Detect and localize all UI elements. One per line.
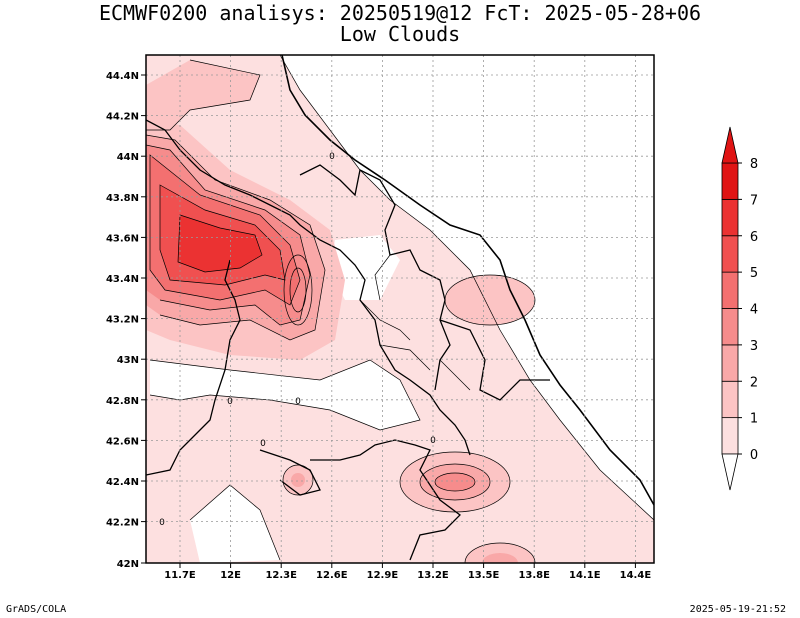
colorbar-swatch: [721, 344, 739, 382]
colorbar-tick-label: 2: [750, 375, 758, 390]
contour-line: [464, 542, 536, 563]
lon-tick-label: 12.6E: [316, 570, 348, 581]
colorbar-swatch: [721, 198, 739, 237]
fill-level-2-adriatic: [445, 275, 535, 325]
colorbar-min-arrow: [721, 453, 739, 491]
region-border: [146, 259, 241, 476]
lat-tick-label: 42.2N: [106, 518, 139, 529]
contour-label: 0: [260, 439, 266, 449]
contour-label: 0: [329, 152, 335, 162]
contour-line: [177, 214, 263, 273]
plot-frame: [145, 54, 655, 564]
cloud-fill-layer: [146, 55, 654, 563]
fill-level-4-south-east: [435, 473, 475, 491]
region-border: [310, 439, 461, 561]
fill-level-7-west: [178, 215, 262, 272]
lat-tick-label: 43.8N: [106, 193, 139, 204]
contour-line: [279, 55, 654, 521]
fill-level-0-east-sea: [280, 55, 654, 520]
colorbar-swatch: [721, 271, 739, 309]
lat-tick-label: 43.4N: [106, 274, 139, 285]
lon-tick-label: 12E: [220, 570, 241, 581]
fill-level-3-south-central: [291, 473, 305, 487]
footer-timestamp: 2025-05-19-21:52: [689, 604, 786, 615]
colorbar-tick-label: 1: [750, 412, 758, 427]
colorbar-tick-label: 4: [750, 303, 758, 318]
contour-line: [146, 59, 261, 131]
chart-subtitle: Low Clouds: [339, 22, 461, 46]
contour-line: [149, 154, 301, 306]
colorbar-tick-label: 0: [750, 448, 758, 463]
fill-level-0-central: [150, 360, 420, 430]
lon-tick-label: 13.2E: [417, 570, 449, 581]
contour-line: [146, 134, 326, 341]
colorbar-swatch: [721, 417, 739, 455]
colorbar-tick-label: 8: [750, 157, 758, 172]
latitude-axis: 44.4N 44.2N 44N 43.8N 43.6N 43.4N 43.2N 43N 42.8…: [106, 71, 146, 570]
fill-level-3-south-corner: [482, 553, 518, 563]
colorbar-swatch: [721, 380, 739, 419]
fill-level-2-northwest: [146, 60, 260, 130]
contour-label: 0: [227, 397, 233, 407]
lat-tick-label: 43N: [117, 355, 139, 366]
lat-tick-label: 42.8N: [106, 396, 139, 407]
colorbar-max-arrow: [721, 126, 739, 164]
contour-label-layer: 0 0 0 0 0 0: [159, 152, 436, 528]
longitude-axis: 11.7E 12E 12.3E 12.6E 12.9E 13.2E 13.5E 13.8E 14…: [164, 563, 651, 581]
contour-label: 0: [430, 436, 436, 446]
contour-line: [146, 144, 311, 326]
contour-line: [289, 267, 307, 313]
lon-tick-label: 12.3E: [265, 570, 297, 581]
contour-label: 0: [159, 518, 165, 528]
lat-tick-label: 42.6N: [106, 436, 139, 447]
lon-tick-label: 13.5E: [468, 570, 500, 581]
contour-label: 0: [295, 397, 301, 407]
region-border: [439, 319, 550, 401]
colorbar-tick-label: 6: [750, 230, 758, 245]
lon-tick-label: 12.9E: [367, 570, 399, 581]
lat-tick-label: 42.4N: [106, 477, 139, 488]
lat-tick-label: 44N: [117, 152, 139, 163]
contour-line: [149, 359, 421, 431]
contour-line: [282, 464, 314, 496]
lon-tick-label: 13.8E: [518, 570, 550, 581]
contour-line: [419, 463, 491, 501]
lat-tick-label: 44.2N: [106, 112, 139, 123]
colorbar-tick-label: 5: [750, 266, 758, 281]
colorbar-tick-label: 7: [750, 193, 758, 208]
colorbar-tick-label: 3: [750, 339, 758, 354]
contour-line: [159, 184, 286, 286]
colorbar-swatch: [721, 308, 739, 346]
lon-tick-label: 14.4E: [620, 570, 652, 581]
lat-tick-label: 42N: [117, 559, 139, 570]
fill-level-0-south: [190, 485, 280, 563]
lon-tick-label: 11.7E: [164, 570, 196, 581]
contour-lines: [146, 55, 654, 563]
region-border: [259, 449, 321, 496]
lat-tick-label: 43.2N: [106, 315, 139, 326]
contour-line: [189, 484, 281, 561]
footer-credit: GrADS/COLA: [6, 604, 67, 615]
lon-tick-label: 14.1E: [569, 570, 601, 581]
lat-tick-label: 44.4N: [106, 71, 139, 82]
contour-line: [283, 254, 313, 326]
colorbar-swatch: [721, 235, 739, 273]
colorbar: 0 1 2 3 4 5 6 7 8: [721, 126, 758, 491]
lat-tick-label: 43.6N: [106, 233, 139, 244]
province-border: [359, 254, 471, 391]
contour-line: [434, 472, 476, 492]
colorbar-swatch: [721, 162, 739, 200]
chart-title: ECMWF0200 analisys: 20250519@12 FcT: 202…: [98, 1, 702, 25]
